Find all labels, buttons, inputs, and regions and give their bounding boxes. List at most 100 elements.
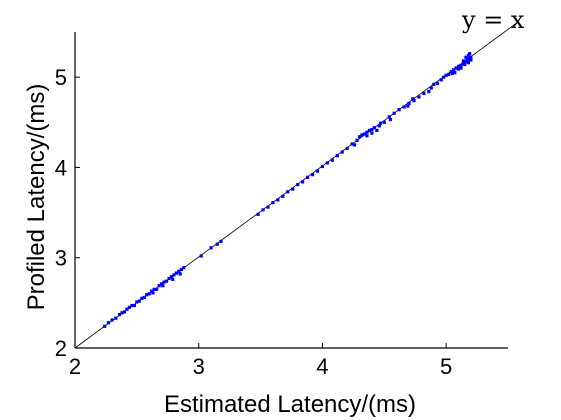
data-point xyxy=(145,293,149,297)
data-point xyxy=(468,52,472,56)
y-tick-label: 5 xyxy=(55,65,67,90)
data-point xyxy=(110,318,114,322)
data-point xyxy=(130,303,134,308)
y-axis-label: Profiled Latency/(ms) xyxy=(23,84,50,311)
data-point xyxy=(256,212,260,216)
data-point xyxy=(155,287,159,291)
data-point xyxy=(179,267,183,272)
x-tick-label: 2 xyxy=(69,354,81,379)
data-point xyxy=(459,63,463,68)
data-point xyxy=(417,95,421,99)
data-point xyxy=(157,284,161,288)
data-point xyxy=(469,58,473,62)
data-point xyxy=(291,187,295,191)
x-ticks: 2 3 4 5 xyxy=(69,343,452,379)
data-point xyxy=(464,60,468,64)
data-point xyxy=(453,71,457,75)
data-point xyxy=(427,89,431,94)
data-point xyxy=(432,82,436,86)
data-point xyxy=(449,70,453,74)
data-point xyxy=(335,154,339,158)
data-point xyxy=(357,135,362,139)
data-point xyxy=(266,205,270,209)
data-point xyxy=(137,299,141,303)
data-point xyxy=(442,75,446,79)
data-point xyxy=(219,239,223,244)
data-point xyxy=(172,273,176,277)
data-point xyxy=(407,101,411,105)
data-point xyxy=(305,175,310,179)
data-point xyxy=(120,311,124,315)
data-point xyxy=(469,55,473,59)
data-point xyxy=(377,124,381,128)
data-point xyxy=(370,127,374,132)
data-point xyxy=(281,194,285,198)
data-point xyxy=(167,276,171,281)
data-point xyxy=(435,81,440,86)
data-point xyxy=(310,173,315,177)
x-tick-label: 4 xyxy=(316,354,328,379)
data-point xyxy=(199,254,203,258)
data-point xyxy=(454,66,458,70)
data-point xyxy=(330,158,334,162)
data-point xyxy=(171,277,175,281)
data-point xyxy=(412,99,416,103)
data-point xyxy=(464,55,468,59)
data-point xyxy=(209,246,213,250)
data-point xyxy=(370,131,374,135)
data-point xyxy=(456,64,461,68)
data-point xyxy=(360,133,364,137)
data-point xyxy=(135,300,139,304)
data-point xyxy=(450,71,454,76)
data-point xyxy=(429,86,433,90)
data-point xyxy=(162,280,166,284)
data-point xyxy=(177,269,181,273)
data-point xyxy=(320,164,325,169)
data-point xyxy=(459,66,463,70)
data-point xyxy=(350,142,354,146)
data-point xyxy=(392,111,396,115)
data-point xyxy=(367,128,372,133)
y-ticks: 2 3 4 5 xyxy=(55,65,80,361)
data-point xyxy=(132,303,136,308)
data-points xyxy=(103,52,473,328)
data-point xyxy=(444,73,448,77)
data-point xyxy=(125,307,129,311)
data-point xyxy=(325,161,329,165)
data-point xyxy=(140,296,144,300)
data-point xyxy=(296,182,300,187)
data-point xyxy=(352,143,357,147)
data-point xyxy=(261,208,265,212)
data-point xyxy=(387,115,391,119)
data-point xyxy=(147,292,151,296)
data-point xyxy=(161,284,165,288)
data-point xyxy=(345,146,349,151)
data-point xyxy=(103,324,107,328)
data-point xyxy=(362,132,367,136)
data-point xyxy=(397,108,401,112)
data-point xyxy=(122,310,127,314)
data-point xyxy=(466,61,471,65)
data-point xyxy=(127,305,132,309)
data-point xyxy=(152,287,156,291)
data-point xyxy=(406,104,410,108)
data-point xyxy=(151,291,155,295)
data-point xyxy=(388,117,393,122)
y-tick-label: 4 xyxy=(55,155,67,180)
data-point xyxy=(215,242,219,246)
y-tick-label: 2 xyxy=(55,336,67,361)
data-point xyxy=(461,59,466,63)
data-point xyxy=(150,289,154,293)
data-point xyxy=(447,72,451,77)
data-point xyxy=(439,78,443,82)
data-point xyxy=(466,53,471,58)
data-point xyxy=(378,121,383,125)
data-point xyxy=(355,138,359,142)
data-point xyxy=(456,67,461,71)
data-point xyxy=(182,266,186,270)
data-point xyxy=(271,201,275,205)
data-point xyxy=(276,198,280,202)
data-point xyxy=(174,271,179,275)
data-point xyxy=(372,126,376,130)
